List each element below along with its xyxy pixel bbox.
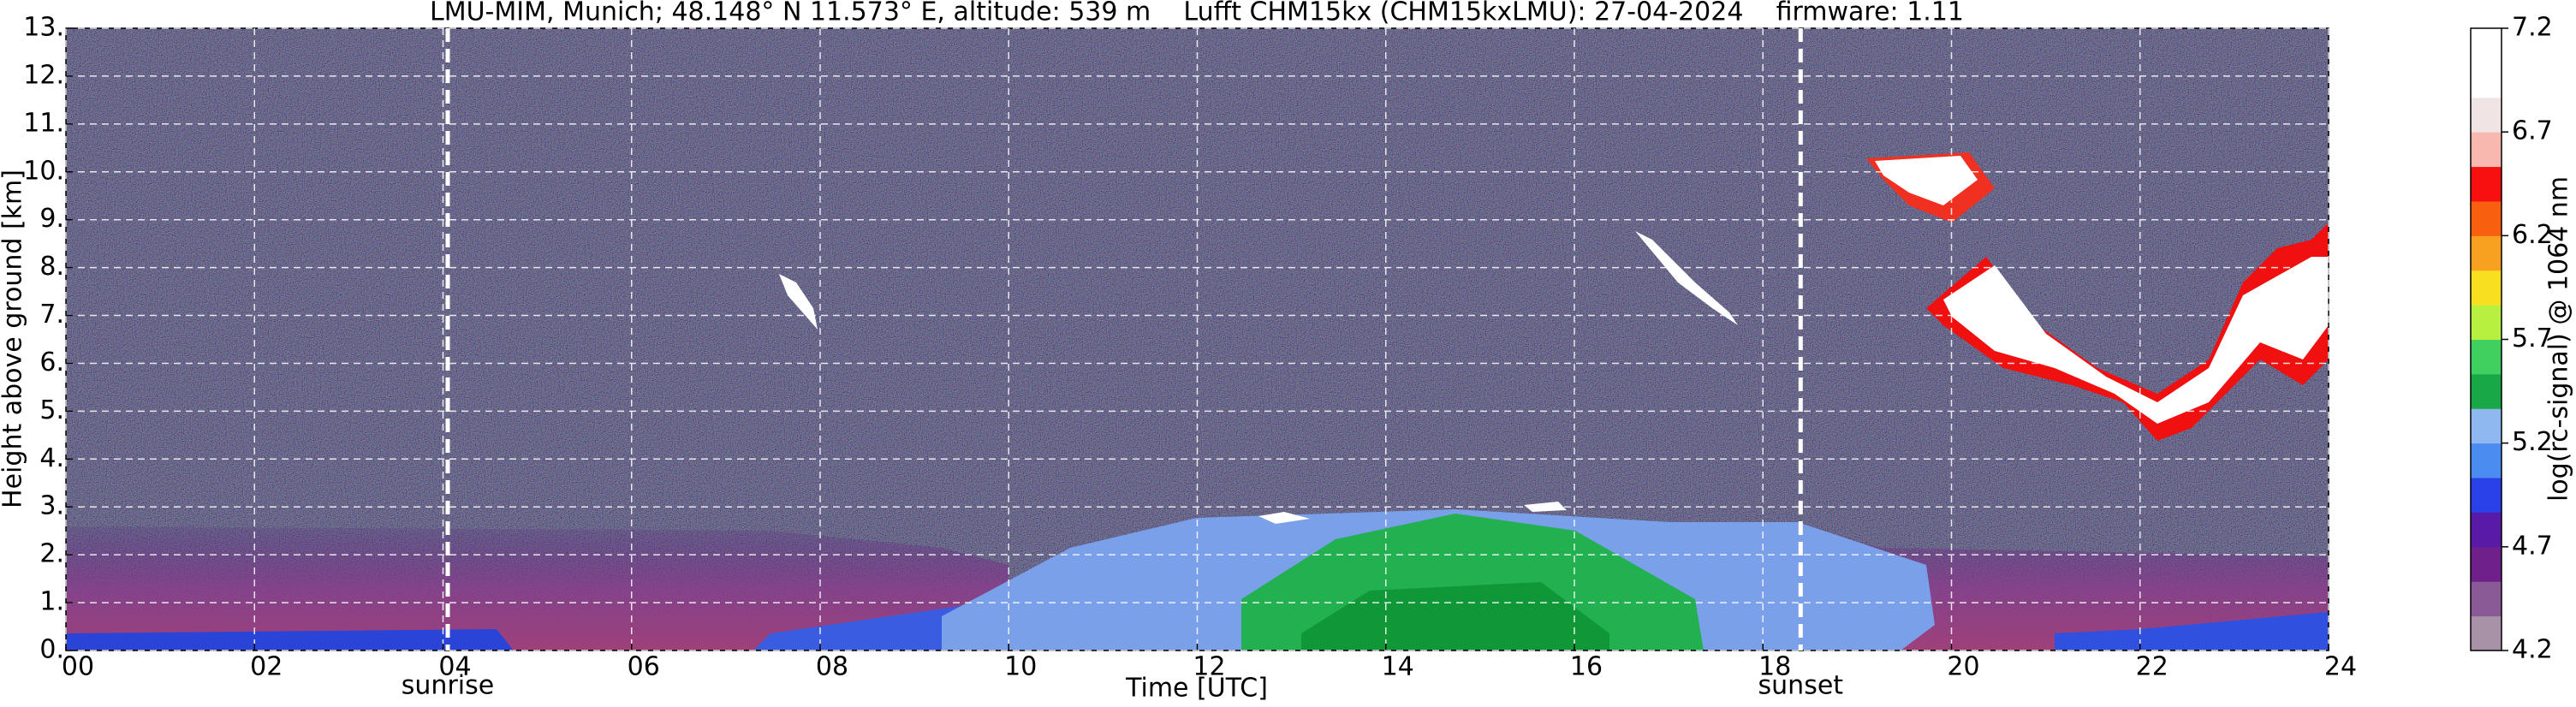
chart-title: LMU-MIM, Munich; 48.148° N 11.573° E, al… <box>430 0 1964 27</box>
colorbar-segment <box>2471 478 2502 513</box>
colorbar-label: log(rc-signal) @ 1064 nm <box>2544 176 2574 502</box>
x-tick-label: 04 <box>438 652 471 682</box>
x-tick-label: 18 <box>1758 652 1791 682</box>
colorbar-segment <box>2471 132 2502 168</box>
annotation-label: sunset <box>1758 671 1844 701</box>
x-tick-label: 20 <box>1947 652 1979 682</box>
colorbar-segment <box>2471 166 2502 202</box>
colorbar-tick-label: 5.7 <box>2512 324 2553 354</box>
colorbar-segment <box>2471 443 2502 478</box>
colorbar-segment <box>2471 339 2502 375</box>
colorbar-segment <box>2471 270 2502 306</box>
colorbar-segment <box>2471 373 2502 409</box>
colorbar-segment <box>2471 546 2502 582</box>
y-tick-label: 6. <box>39 348 64 377</box>
colorbar-segment <box>2471 97 2502 133</box>
x-tick-label: 02 <box>250 652 283 682</box>
y-tick-label: 9. <box>39 204 64 234</box>
colorbar-tick-label: 7.2 <box>2512 13 2553 43</box>
y-tick-label: 13. <box>23 13 64 43</box>
x-tick-label: 12 <box>1193 652 1225 682</box>
colorbar-segment <box>2471 305 2502 340</box>
colorbar-segment <box>2471 581 2502 617</box>
colorbar-tick-label: 6.7 <box>2512 116 2553 146</box>
x-tick-label: 10 <box>1004 652 1037 682</box>
y-tick-label: 11. <box>23 108 64 138</box>
heatmap <box>66 28 2329 651</box>
colorbar-segment <box>2471 62 2502 98</box>
y-tick-label: 0. <box>39 635 64 665</box>
x-tick-label: 08 <box>816 652 848 682</box>
x-tick-label: 16 <box>1570 652 1603 682</box>
x-tick-label: 00 <box>62 652 94 682</box>
colorbar-segment <box>2471 615 2502 651</box>
colorbar-segment <box>2471 235 2502 271</box>
x-tick-label: 22 <box>2136 652 2168 682</box>
x-axis-label: Time [UTC] <box>1125 674 1268 704</box>
x-tick-label: 24 <box>2324 652 2357 682</box>
colorbar-tick-label: 4.7 <box>2512 531 2553 561</box>
y-tick-label: 4. <box>39 443 64 473</box>
x-tick-label: 14 <box>1382 652 1414 682</box>
colorbar-tick-label: 6.2 <box>2512 220 2553 250</box>
y-tick-label: 12. <box>23 60 64 90</box>
y-tick-label: 1. <box>39 587 64 617</box>
annotation-label: sunrise <box>402 671 494 701</box>
y-tick-label: 10. <box>23 156 64 186</box>
y-tick-label: 5. <box>39 395 64 425</box>
colorbar-segment <box>2471 512 2502 548</box>
y-tick-label: 2. <box>39 539 64 569</box>
colorbar-segment <box>2471 28 2502 63</box>
x-tick-label: 06 <box>628 652 660 682</box>
colorbar-segment <box>2471 408 2502 444</box>
colorbar-tick-label: 4.2 <box>2512 635 2553 665</box>
y-tick-label: 8. <box>39 252 64 282</box>
y-tick-label: 3. <box>39 491 64 521</box>
colorbar-segment <box>2471 200 2502 236</box>
colorbar-tick-label: 5.2 <box>2512 427 2553 457</box>
y-tick-label: 7. <box>39 300 64 330</box>
y-axis-label: Height above ground [km] <box>0 169 28 508</box>
